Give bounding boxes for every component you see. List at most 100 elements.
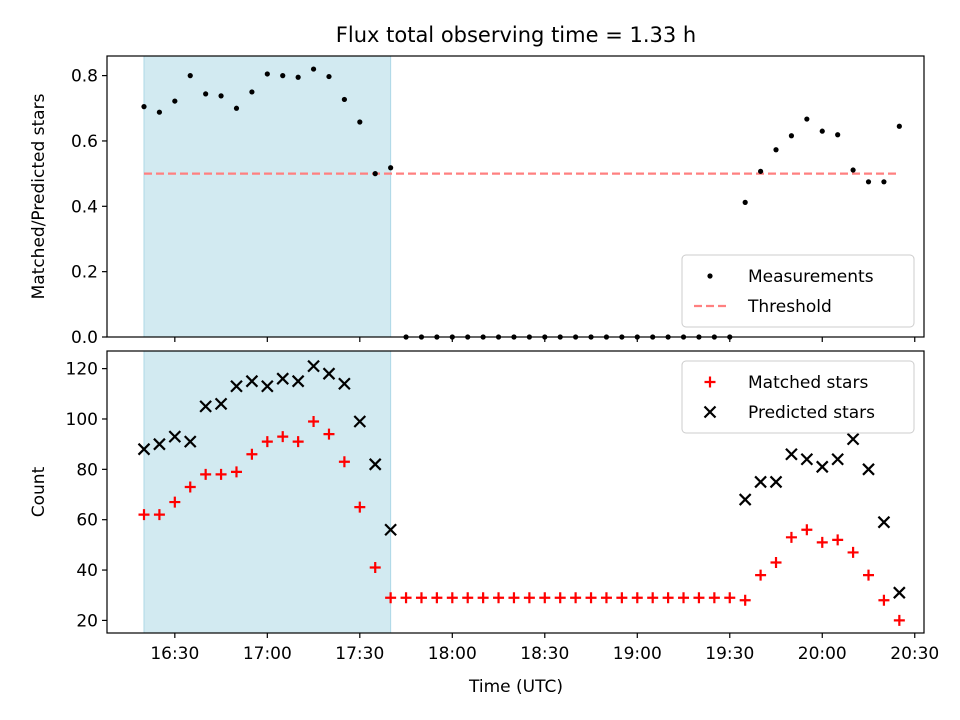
legend-marker-x <box>703 405 717 419</box>
point-matched-stars <box>739 594 751 606</box>
x-tick-label: 19:00 <box>613 644 662 664</box>
point-predicted-stars <box>291 374 305 388</box>
point-matched-stars <box>153 509 165 521</box>
point-matched-stars <box>462 592 474 604</box>
point-predicted-stars <box>831 452 844 466</box>
point-measurements <box>357 119 363 125</box>
point-matched-stars <box>539 592 551 604</box>
point-matched-stars <box>446 592 458 604</box>
y-tick-label: 0.8 <box>71 67 98 87</box>
point-measurements <box>172 98 178 104</box>
point-matched-stars <box>508 592 520 604</box>
legend: Measurements Threshold <box>681 254 915 328</box>
point-predicted-stars <box>800 452 814 466</box>
point-matched-stars <box>554 592 566 604</box>
point-measurements <box>819 128 825 134</box>
point-predicted-stars <box>245 374 259 388</box>
point-matched-stars <box>385 592 397 604</box>
axes-frame <box>106 55 925 338</box>
point-predicted-stars <box>785 447 798 461</box>
point-matched-stars <box>832 534 844 546</box>
x-tick-label: 17:30 <box>335 644 384 664</box>
point-matched-stars <box>770 557 782 568</box>
point-predicted-stars <box>307 359 320 373</box>
point-predicted-stars <box>214 397 228 411</box>
legend-box <box>681 254 915 328</box>
point-measurements <box>758 168 764 174</box>
point-matched-stars <box>138 509 150 521</box>
point-predicted-stars <box>276 372 290 385</box>
point-measurements <box>896 123 902 129</box>
axes-frame <box>106 350 925 634</box>
point-predicted-stars <box>199 400 212 413</box>
y-tick-label: 60 <box>76 511 98 531</box>
point-predicted-stars <box>261 379 274 393</box>
point-matched-stars <box>570 592 582 604</box>
point-measurements <box>249 89 255 95</box>
legend-label: Measurements <box>748 267 874 287</box>
point-matched-stars <box>184 481 196 493</box>
legend-marker-plus <box>704 376 716 388</box>
point-matched-stars <box>338 456 350 468</box>
point-matched-stars <box>277 431 289 443</box>
y-tick-label: 80 <box>76 460 98 480</box>
point-predicted-stars <box>137 442 151 456</box>
bottom-panel: 20 40 60 80 100 120 16:30 17:00 17:30 18:00 18:30 1… <box>29 350 939 664</box>
point-predicted-stars <box>230 379 243 393</box>
point-matched-stars <box>415 592 427 604</box>
point-matched-stars <box>400 592 412 604</box>
legend-label: Threshold <box>747 297 832 317</box>
point-measurements <box>295 74 301 80</box>
point-matched-stars <box>662 592 674 604</box>
point-matched-stars <box>708 592 720 604</box>
point-matched-stars <box>631 592 643 604</box>
chart-title: Flux total observing time = 1.33 h <box>336 23 696 47</box>
y-tick-label: 20 <box>76 611 98 631</box>
x-tick-label: 16:30 <box>150 644 199 664</box>
y-tick-label: 120 <box>66 360 98 380</box>
legend-box <box>681 360 915 434</box>
point-predicted-stars <box>338 377 351 391</box>
point-predicted-stars <box>183 435 197 448</box>
legend: Matched stars Predicted stars <box>681 360 915 434</box>
point-measurements <box>280 73 286 79</box>
legend-label: Matched stars <box>748 373 868 393</box>
point-matched-stars <box>847 546 859 558</box>
point-predicted-stars <box>846 432 860 446</box>
point-measurements <box>881 179 887 185</box>
point-matched-stars <box>169 496 181 508</box>
point-measurements <box>835 132 841 138</box>
point-matched-stars <box>477 592 489 604</box>
y-tick-label: 0.4 <box>71 197 98 217</box>
y-axis-label: Matched/Predicted stars <box>29 93 49 299</box>
y-tick-label: 0.2 <box>71 263 98 283</box>
point-matched-stars <box>693 592 705 604</box>
point-matched-stars <box>493 592 505 604</box>
point-matched-stars <box>585 592 597 604</box>
point-matched-stars <box>230 466 242 478</box>
legend-marker-dot <box>707 273 713 279</box>
point-measurements <box>773 147 779 153</box>
point-matched-stars <box>354 501 366 513</box>
point-predicted-stars <box>322 367 336 380</box>
point-measurements <box>141 104 147 110</box>
point-matched-stars <box>261 436 273 448</box>
y-tick-label: 40 <box>76 561 98 581</box>
point-predicted-stars <box>893 586 906 599</box>
point-measurements <box>326 73 332 80</box>
point-matched-stars <box>755 569 767 581</box>
point-predicted-stars <box>815 460 829 474</box>
point-matched-stars <box>616 592 628 604</box>
point-matched-stars <box>246 448 258 460</box>
point-matched-stars <box>600 592 612 604</box>
point-predicted-stars <box>384 523 397 537</box>
legend-label: Predicted stars <box>748 403 875 423</box>
point-matched-stars <box>200 468 212 480</box>
x-tick-label: 17:00 <box>243 644 292 664</box>
point-predicted-stars <box>738 493 752 506</box>
point-matched-stars <box>785 531 797 543</box>
point-measurements <box>850 167 856 173</box>
point-measurements <box>742 199 748 205</box>
point-measurements <box>187 73 193 79</box>
